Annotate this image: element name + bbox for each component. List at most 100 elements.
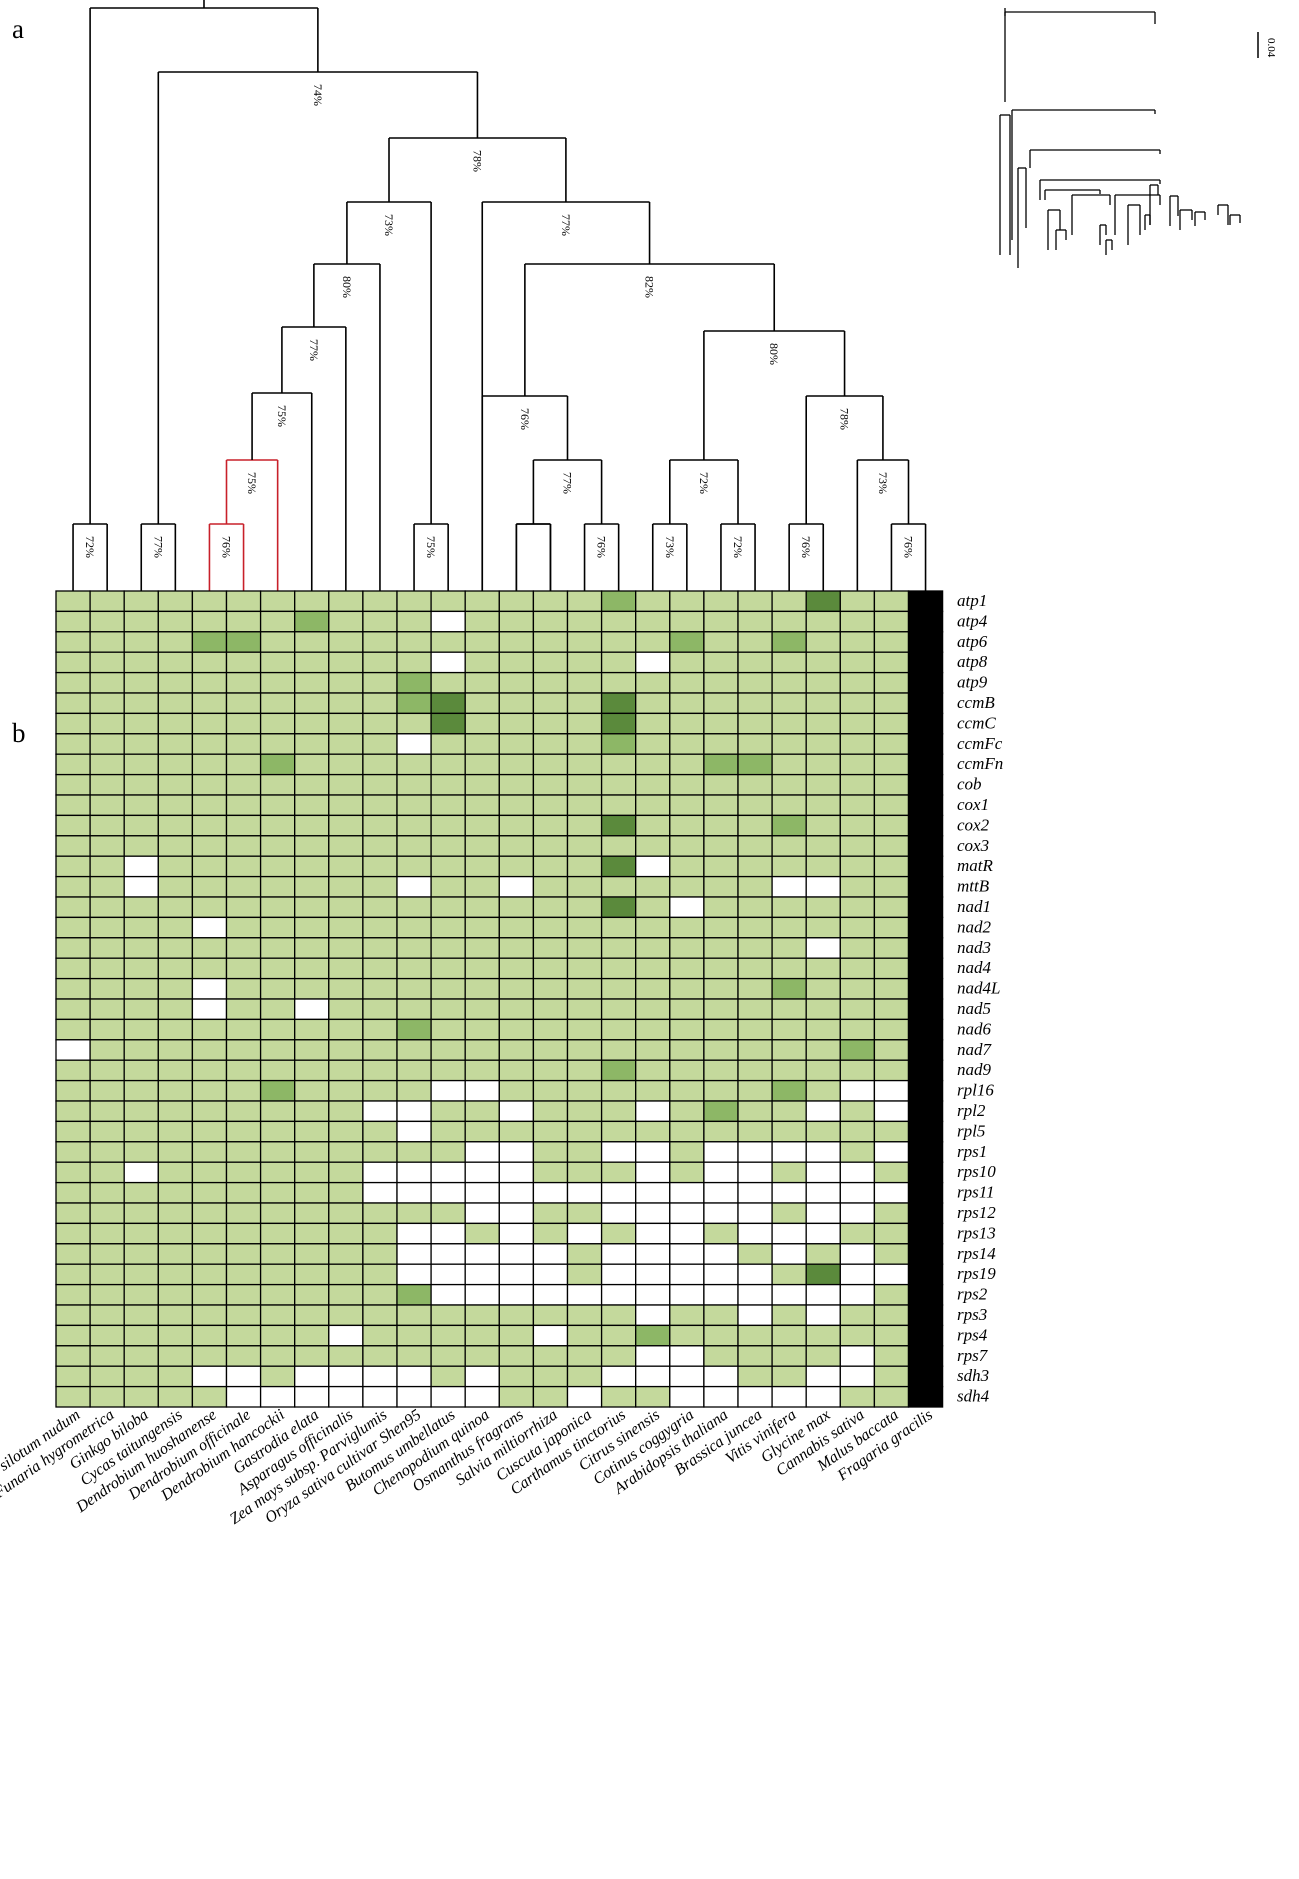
- heatmap-cell: [225, 712, 262, 735]
- heatmap-cell: [737, 957, 773, 980]
- heatmap-cell: [259, 855, 296, 878]
- heatmap-cell: [703, 916, 739, 939]
- heatmap-cell: [600, 1039, 637, 1061]
- heatmap-cell: [737, 1243, 773, 1265]
- heatmap-cell: [771, 733, 807, 755]
- heatmap-cell: [669, 1222, 705, 1245]
- heatmap-cell: [839, 794, 876, 817]
- heatmap-cell: [635, 1385, 671, 1408]
- heatmap-cell: [498, 631, 535, 653]
- heatmap-cell: [396, 1263, 432, 1286]
- heatmap-cell: [55, 875, 91, 898]
- heatmap-cell: [430, 1345, 466, 1367]
- heatmap-cell: [805, 773, 841, 796]
- heatmap-cell: [635, 1324, 671, 1347]
- heatmap-cell: [600, 896, 637, 919]
- heatmap-cell: [532, 1222, 569, 1245]
- heatmap-cell: [328, 998, 364, 1021]
- heatmap-cell: [396, 794, 432, 817]
- heatmap-cell: [566, 1100, 603, 1123]
- heatmap-cell: [532, 712, 569, 735]
- heatmap-cell: [123, 733, 159, 755]
- heatmap-cell: [771, 1222, 807, 1245]
- heatmap-cell: [635, 692, 671, 715]
- heatmap-cell: [737, 937, 773, 959]
- heatmap-cell: [362, 631, 398, 653]
- gene-label: sdh4: [957, 1387, 990, 1406]
- heatmap-cell: [191, 773, 228, 796]
- heatmap-cell: [703, 590, 739, 613]
- heatmap-cell: [328, 814, 364, 837]
- heatmap-cell: [362, 1263, 398, 1286]
- heatmap-cell: [669, 692, 705, 715]
- heatmap-cell: [498, 610, 535, 633]
- heatmap-cell: [873, 1304, 910, 1327]
- gene-label: nad5: [957, 999, 991, 1018]
- gene-label: nad2: [957, 917, 992, 936]
- heatmap-cell: [907, 794, 944, 817]
- heatmap-cell: [703, 671, 739, 694]
- heatmap-cell: [430, 631, 466, 653]
- heatmap-cell: [157, 937, 194, 959]
- heatmap-cell: [635, 1345, 671, 1367]
- heatmap-cell: [907, 1039, 944, 1061]
- heatmap-cell: [157, 610, 194, 633]
- heatmap-cell: [123, 1161, 159, 1184]
- gene-label: sdh3: [957, 1366, 989, 1385]
- gene-label: rps4: [957, 1325, 988, 1344]
- heatmap-cell: [600, 692, 637, 715]
- gene-label: matR: [957, 856, 994, 875]
- gene-label: cob: [957, 775, 982, 794]
- heatmap-cell: [225, 631, 262, 653]
- heatmap-cell: [873, 753, 910, 776]
- heatmap-cell: [89, 692, 125, 715]
- heatmap-cell: [907, 631, 944, 653]
- heatmap-cell: [771, 1365, 807, 1388]
- heatmap-cell: [669, 1385, 705, 1408]
- heatmap-cell: [703, 1222, 739, 1245]
- heatmap-cell: [328, 753, 364, 776]
- heatmap-cell: [464, 1345, 500, 1367]
- bootstrap-label: 75%: [424, 536, 438, 558]
- heatmap-cell: [396, 998, 432, 1021]
- heatmap-cell: [600, 1283, 637, 1306]
- heatmap-cell: [259, 977, 296, 1000]
- heatmap-cell: [873, 733, 910, 755]
- heatmap-cell: [907, 1345, 944, 1367]
- heatmap-cell: [328, 977, 364, 1000]
- heatmap-cell: [55, 1365, 91, 1388]
- heatmap-cell: [703, 1365, 739, 1388]
- heatmap-cell: [191, 896, 228, 919]
- heatmap-cell: [907, 875, 944, 898]
- heatmap-cell: [873, 1385, 910, 1408]
- heatmap-cell: [907, 610, 944, 633]
- heatmap-cell: [703, 937, 739, 959]
- heatmap-cell: [157, 896, 194, 919]
- heatmap-cell: [532, 998, 569, 1021]
- heatmap-cell: [635, 1222, 671, 1245]
- gene-label: ccmFc: [957, 734, 1003, 753]
- heatmap-cell: [294, 590, 330, 613]
- heatmap-cell: [430, 733, 466, 755]
- heatmap-cell: [839, 875, 876, 898]
- heatmap-cell: [191, 916, 228, 939]
- heatmap-cell: [225, 1181, 262, 1204]
- heatmap-cell: [191, 1345, 228, 1367]
- heatmap-cell: [498, 855, 535, 878]
- heatmap-cell: [566, 957, 603, 980]
- heatmap-cell: [669, 896, 705, 919]
- heatmap-cell: [907, 957, 944, 980]
- panel-label-a: a: [12, 14, 24, 44]
- heatmap-cell: [157, 1141, 194, 1163]
- heatmap-cell: [294, 957, 330, 980]
- scale-bar: 0.04: [1257, 32, 1277, 58]
- bootstrap-label: 77%: [559, 214, 573, 236]
- heatmap-cell: [294, 1304, 330, 1327]
- heatmap-cell: [532, 692, 569, 715]
- heatmap-cell: [123, 896, 159, 919]
- heatmap-cell: [873, 1365, 910, 1388]
- heatmap-cell: [737, 692, 773, 715]
- heatmap-cell: [703, 794, 739, 817]
- gene-label: rps1: [957, 1142, 987, 1161]
- heatmap-cell: [225, 1018, 262, 1041]
